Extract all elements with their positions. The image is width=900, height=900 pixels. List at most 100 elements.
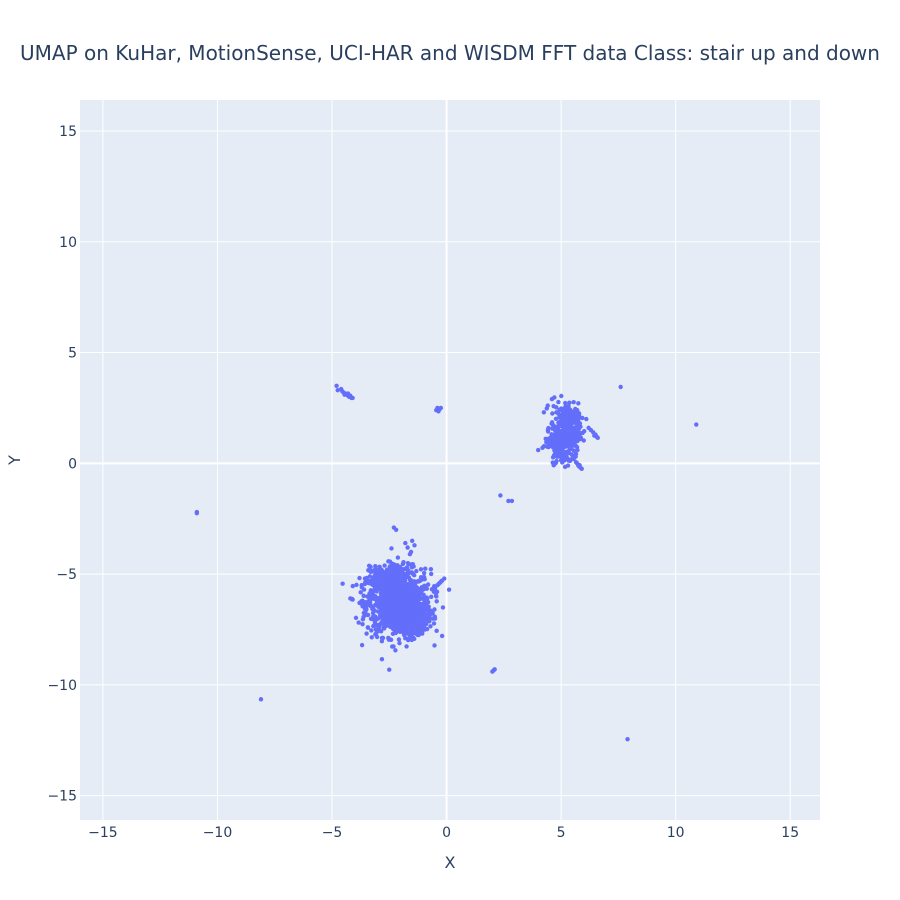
scatter-point — [409, 565, 415, 570]
scatter-point — [395, 555, 401, 560]
scatter-point — [556, 435, 561, 440]
y-tick-label: −10 — [47, 678, 77, 694]
scatter-point — [574, 444, 580, 450]
scatter-point — [381, 626, 387, 631]
scatter-point — [398, 583, 403, 589]
scatter-point — [431, 621, 437, 626]
scatter-point — [559, 393, 564, 399]
scatter-point — [375, 616, 381, 621]
scatter-point — [543, 436, 548, 442]
scatter-point — [423, 566, 428, 571]
scatter-point — [592, 433, 597, 438]
scatter-point — [401, 581, 407, 586]
scatter-point — [566, 443, 572, 448]
scatter-point — [354, 582, 359, 588]
scatter-point — [387, 667, 392, 672]
scatter-point — [403, 605, 409, 610]
scatter-point — [618, 384, 623, 390]
scatter-point — [374, 589, 379, 594]
scatter-point — [429, 571, 434, 577]
scatter-point — [421, 624, 427, 630]
scatter-point — [390, 620, 395, 625]
scatter-point — [439, 633, 445, 639]
scatter-point — [595, 435, 600, 441]
scatter-point — [369, 628, 374, 633]
scatter-point — [350, 395, 355, 401]
scatter-point — [365, 625, 371, 630]
x-tick-label: −5 — [322, 825, 343, 841]
y-tick-label: 5 — [68, 346, 77, 362]
scatter-point — [406, 617, 412, 622]
scatter-point — [428, 624, 433, 629]
scatter-point — [498, 493, 503, 498]
scatter-point — [694, 422, 699, 427]
scatter-point — [399, 573, 404, 579]
scatter-point — [407, 588, 413, 593]
scatter-point — [561, 418, 566, 423]
scatter-point — [394, 572, 400, 577]
y-tick-label: 0 — [68, 456, 77, 472]
scatter-point — [581, 438, 586, 443]
scatter-point — [365, 612, 371, 618]
scatter-point — [569, 436, 574, 441]
scatter-point — [362, 581, 368, 587]
scatter-point — [374, 595, 379, 601]
scatter-point — [385, 588, 391, 594]
scatter-point — [432, 643, 437, 648]
scatter-point — [389, 546, 394, 551]
scatter-point — [350, 583, 355, 589]
scatter-point — [571, 417, 576, 422]
scatter-point — [423, 598, 428, 604]
scatter-point — [402, 594, 407, 599]
scatter-point — [405, 545, 410, 550]
x-tick-label: 0 — [442, 825, 451, 841]
scatter-point — [404, 565, 410, 570]
scatter-point — [573, 460, 579, 465]
x-axis-ticks: −15 −10 −5 0 5 10 15 — [88, 825, 799, 841]
scatter-point — [367, 591, 372, 596]
scatter-point — [376, 624, 382, 630]
scatter-point — [551, 403, 556, 409]
scatter-point — [383, 599, 389, 605]
y-axis-ticks: −15 −10 −5 0 5 10 15 — [47, 124, 77, 805]
scatter-point — [386, 571, 391, 576]
scatter-point — [579, 466, 584, 472]
scatter-point — [556, 399, 561, 405]
scatter-point — [571, 456, 576, 462]
scatter-point — [387, 559, 393, 564]
scatter-point — [566, 458, 571, 463]
scatter-point — [391, 581, 397, 586]
scatter-point — [342, 392, 347, 397]
scatter-point — [563, 400, 568, 406]
scatter-point — [390, 644, 395, 649]
scatter-point — [334, 383, 339, 388]
y-tick-label: 15 — [59, 124, 77, 140]
scatter-point — [558, 414, 564, 419]
scatter-point — [440, 605, 446, 610]
scatter-point — [410, 571, 416, 577]
scatter-point — [361, 610, 367, 616]
scatter-point — [422, 583, 427, 588]
scatter-point — [416, 617, 421, 622]
scatter-point — [365, 594, 370, 599]
scatter-point — [379, 657, 385, 662]
scatter-point — [406, 591, 411, 597]
scatter-point — [392, 626, 397, 631]
scatter-point — [360, 617, 366, 622]
scatter-point — [432, 587, 438, 592]
scatter-point — [416, 628, 421, 634]
scatter-point — [406, 601, 412, 606]
scatter-point — [410, 629, 416, 635]
scatter-point — [566, 418, 571, 423]
scatter-point — [569, 430, 574, 436]
scatter-point — [446, 587, 452, 592]
scatter-point — [403, 540, 408, 546]
y-tick-label: −5 — [56, 567, 77, 583]
scatter-point — [380, 592, 385, 597]
scatter-point — [361, 593, 366, 598]
scatter-point — [406, 636, 411, 641]
scatter-point — [575, 421, 580, 427]
scatter-point — [399, 607, 405, 613]
scatter-point — [393, 527, 399, 532]
